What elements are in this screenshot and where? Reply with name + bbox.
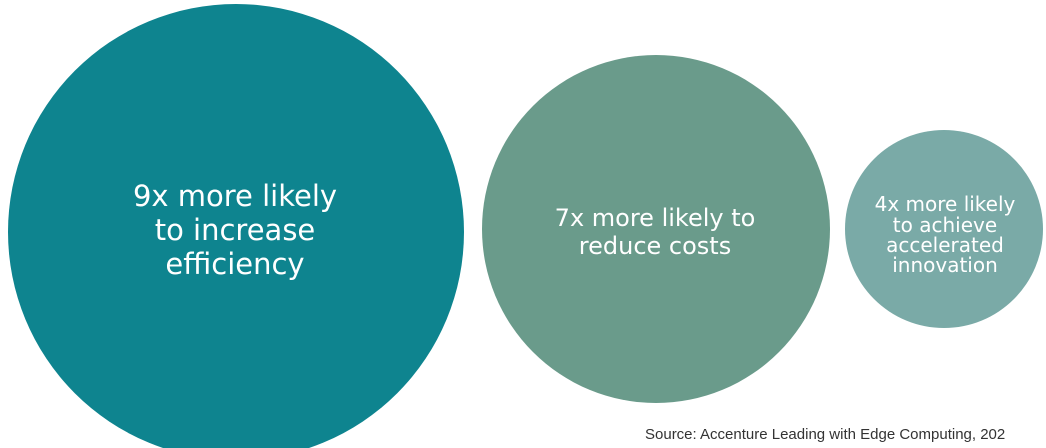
bubble-innovation: [845, 130, 1043, 328]
source-note: Source: Accenture Leading with Edge Comp…: [645, 426, 1006, 443]
bubble-costs: [482, 55, 830, 403]
bubble-efficiency: [8, 4, 464, 448]
